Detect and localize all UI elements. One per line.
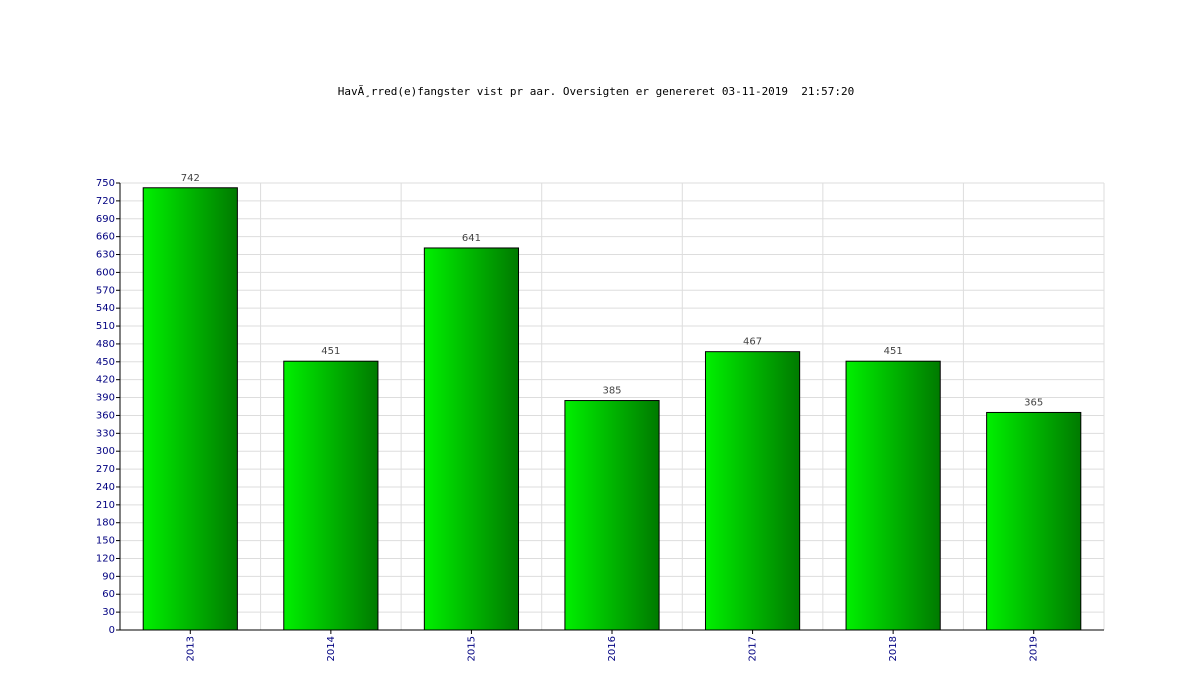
value-label: 385 (602, 386, 621, 397)
bar (142, 187, 238, 631)
y-tick-label: 90 (102, 571, 115, 582)
y-tick-label: 180 (96, 518, 115, 529)
value-label: 641 (462, 233, 481, 244)
y-tick-label: 330 (96, 428, 115, 439)
y-tick-label: 540 (96, 303, 115, 314)
bar (423, 247, 520, 631)
y-tick-label: 0 (109, 625, 115, 636)
y-tick-label: 750 (96, 178, 115, 189)
y-tick-label: 720 (96, 196, 115, 207)
y-tick-label: 390 (96, 393, 115, 404)
x-tick-label: 2018 (888, 636, 899, 661)
y-tick-label: 30 (102, 607, 115, 618)
x-tick-label: 2015 (466, 636, 477, 661)
y-tick-label: 270 (96, 464, 115, 475)
y-tick-label: 480 (96, 339, 115, 350)
y-tick-label: 570 (96, 285, 115, 296)
y-tick-label: 360 (96, 410, 115, 421)
value-label: 451 (884, 346, 903, 357)
y-tick-label: 150 (96, 536, 115, 547)
y-tick-label: 120 (96, 553, 115, 564)
value-label: 742 (181, 173, 200, 184)
y-tick-label: 300 (96, 446, 115, 457)
y-tick-label: 630 (96, 250, 115, 261)
bar (283, 360, 379, 631)
value-label: 365 (1024, 397, 1043, 408)
value-label: 467 (743, 337, 762, 348)
x-tick-label: 2013 (185, 636, 196, 661)
y-tick-label: 660 (96, 232, 115, 243)
y-tick-label: 510 (96, 321, 115, 332)
bar (845, 360, 941, 631)
y-tick-label: 690 (96, 214, 115, 225)
y-tick-label: 450 (96, 357, 115, 368)
chart-title: HavÃ¸rred(e)fangster vist pr aar. Oversi… (338, 85, 855, 98)
y-tick-label: 600 (96, 267, 115, 278)
y-tick-label: 210 (96, 500, 115, 511)
x-tick-label: 2016 (607, 636, 618, 661)
bar (986, 411, 1082, 631)
x-tick-label: 2014 (326, 636, 337, 661)
x-tick-label: 2017 (748, 636, 759, 661)
y-tick-label: 240 (96, 482, 115, 493)
bar (564, 400, 660, 631)
value-label: 451 (321, 346, 340, 357)
y-tick-label: 60 (102, 589, 115, 600)
y-tick-label: 420 (96, 375, 115, 386)
x-tick-label: 2019 (1029, 636, 1040, 661)
bar (704, 351, 801, 631)
